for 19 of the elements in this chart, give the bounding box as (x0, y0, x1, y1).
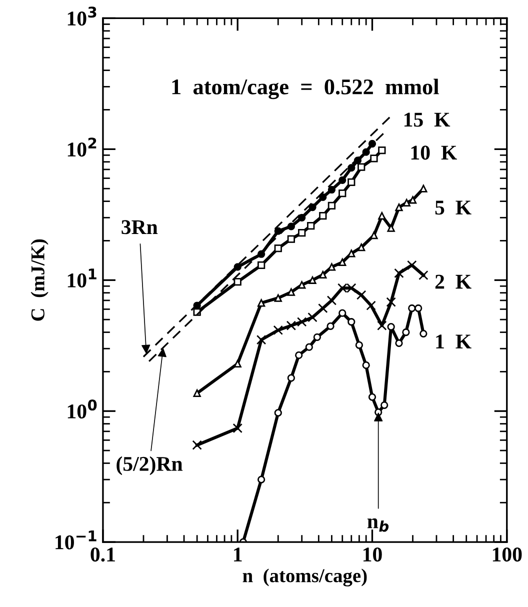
y-tick-label: 10$^{1}$ (68, 268, 96, 288)
y-axis-title: C (mJ/K) (30, 239, 48, 321)
y-tick-label: 10$^{2}$ (68, 138, 96, 157)
annotation: 1 atom/cage = 0.522 mmol (172, 78, 439, 100)
annotation: n$_{b}$ (367, 518, 389, 532)
annotation: 10 K (411, 146, 457, 160)
x-tick-label: 0.1 (90, 548, 115, 562)
x-axis-title: n (atoms/cage) (242, 568, 367, 586)
annotation: (5/2)Rn (116, 456, 183, 476)
annotation: 15 K (404, 112, 450, 127)
annotation: 3Rn (122, 220, 158, 234)
annotation: 1 K (436, 334, 472, 348)
y-tick-label: 10$^{0}$ (68, 399, 97, 418)
x-tick-label: 10 (363, 548, 382, 562)
y-tick-label: 10$^{3}$ (68, 6, 96, 26)
x-tick-label: 1 (234, 548, 242, 562)
annotation: 5 K (435, 200, 472, 215)
x-tick-label: 100 (492, 548, 522, 562)
annotation: 2 K (435, 274, 472, 289)
